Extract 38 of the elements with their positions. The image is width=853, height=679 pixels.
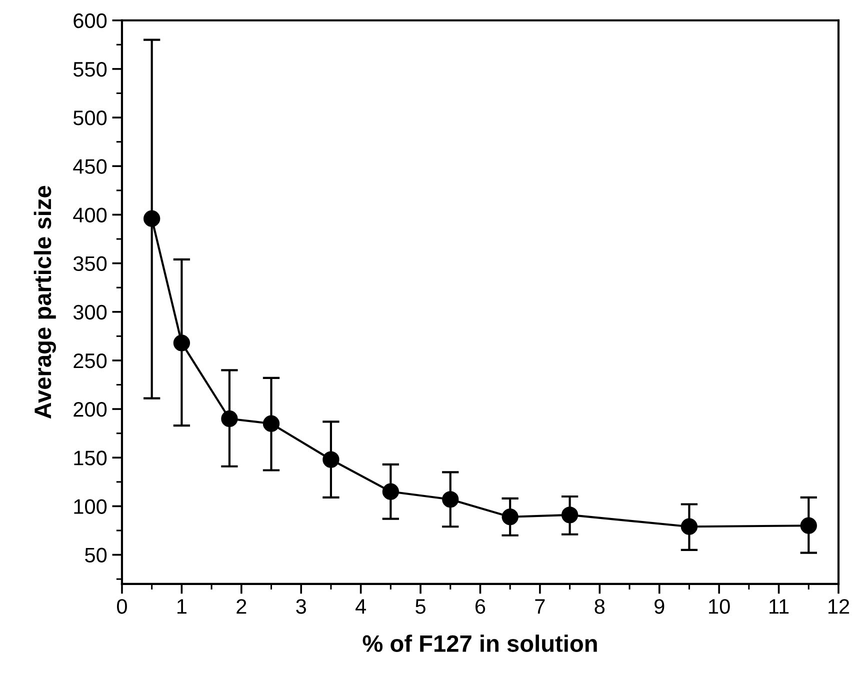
y-tick-label: 100 (74, 499, 107, 514)
point (680, 518, 698, 535)
point (502, 508, 518, 526)
point (561, 506, 578, 524)
point (262, 415, 280, 432)
x-tick-label: 6 (476, 599, 486, 614)
y-tick-label: 550 (73, 62, 107, 77)
x-tick-label: 0 (117, 599, 127, 614)
point (800, 517, 817, 534)
x-tick-label: 1 (177, 599, 186, 614)
point (382, 483, 400, 500)
x-tick-label: 11 (770, 599, 789, 614)
y-tick-label: 500 (73, 110, 107, 126)
x-tick-label: 2 (236, 599, 246, 614)
x-axis-title: % of F127 in solution (362, 634, 597, 652)
y-tick-label: 300 (73, 304, 107, 320)
point (322, 451, 340, 468)
y-tick-label: 400 (73, 208, 107, 222)
y-tick-label: 600 (74, 13, 107, 28)
point (442, 491, 459, 508)
point (144, 210, 160, 227)
y-tick-label: 350 (73, 256, 107, 272)
y-tick-label: 200 (74, 402, 107, 417)
y-tick-label: 150 (74, 450, 107, 466)
y-tick-label: 250 (74, 353, 107, 368)
x-tick-label: 9 (654, 599, 664, 614)
x-tick-label: 12 (828, 599, 850, 614)
x-tick-label: 3 (296, 599, 306, 614)
point (173, 334, 190, 352)
x-tick-label: 7 (535, 599, 545, 614)
y-tick-label: 50 (85, 548, 107, 563)
x-tick-label: 5 (416, 599, 426, 614)
x-tick-label: 8 (594, 599, 605, 614)
point (221, 410, 238, 428)
y-tick-label: 450 (73, 159, 107, 174)
y-axis-title: Average particle size (34, 186, 56, 419)
x-tick-label: 4 (356, 599, 366, 614)
x-tick-label: 10 (709, 599, 730, 614)
